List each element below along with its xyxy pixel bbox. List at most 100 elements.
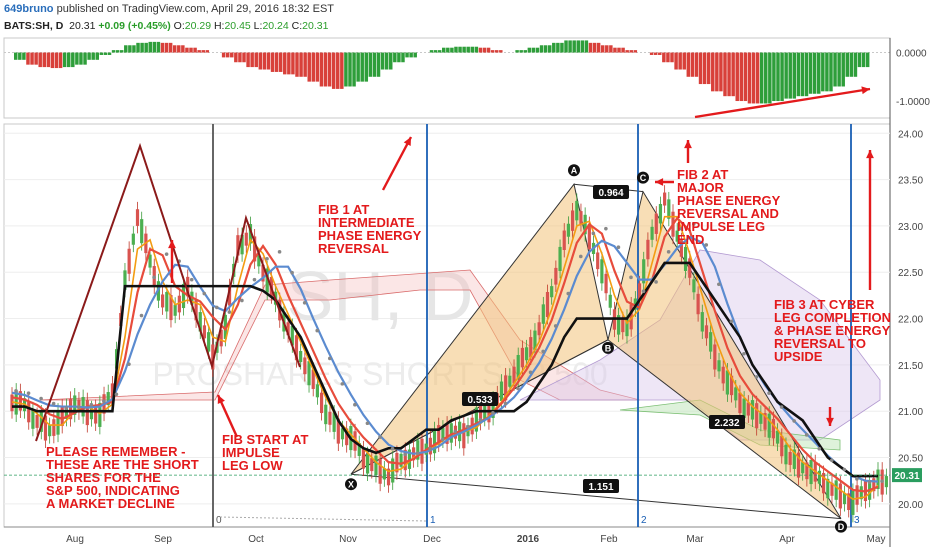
- candle-body: [110, 383, 115, 404]
- oscillator-bar: [515, 50, 519, 53]
- dot-marker: [604, 226, 608, 231]
- y-tick-label: 23.00: [898, 222, 923, 233]
- candle-body: [725, 370, 729, 395]
- candle-body: [759, 412, 763, 424]
- symbol-name[interactable]: BATS:SH, D: [4, 20, 64, 32]
- candle-body: [211, 344, 215, 370]
- oscillator-bar: [458, 46, 462, 53]
- oscillator-bar: [340, 52, 344, 89]
- oscillator-bar: [409, 52, 413, 58]
- candle-body: [219, 329, 223, 347]
- candle-body: [512, 366, 516, 384]
- oscillator-bar: [706, 52, 711, 85]
- candle-body: [822, 472, 826, 494]
- osc-tick-label: 0.0000: [896, 49, 927, 60]
- candle-body: [650, 226, 654, 240]
- last-price-label: 20.31: [894, 471, 919, 482]
- dot-marker: [89, 402, 94, 407]
- candle-body: [851, 490, 855, 515]
- oscillator-bar: [662, 52, 666, 63]
- candle-body: [236, 235, 240, 256]
- ratio-label: 0.533: [467, 395, 492, 406]
- oscillator-bar: [833, 52, 837, 87]
- oscillator-bar: [254, 52, 258, 68]
- oscillator-bar: [715, 52, 719, 92]
- oscillator-bar: [564, 40, 568, 53]
- annotation-line: IMPULSE: [222, 445, 280, 460]
- candle-body: [340, 428, 345, 440]
- dot-marker: [252, 277, 257, 282]
- y-tick-label: 22.00: [898, 315, 923, 326]
- candle-body: [307, 361, 311, 386]
- annotation-line: PHASE ENERGY: [318, 228, 422, 243]
- oscillator-bar: [694, 52, 699, 77]
- dot-marker: [227, 310, 232, 314]
- candle-body: [361, 448, 366, 469]
- oscillator-bar: [230, 52, 234, 58]
- candle-body: [738, 392, 742, 414]
- candle-body: [847, 493, 851, 511]
- candle-body: [94, 406, 98, 424]
- candle-body: [248, 224, 253, 244]
- candle-body: [89, 408, 94, 420]
- dot-marker: [591, 231, 596, 236]
- candle-body: [299, 350, 303, 363]
- oscillator-bar: [344, 52, 348, 87]
- author-link[interactable]: 649bruno: [4, 3, 54, 15]
- candle-body: [688, 258, 692, 278]
- oscillator-bar: [576, 40, 580, 53]
- oscillator-bar: [727, 52, 731, 97]
- oscillator-bar: [91, 52, 95, 60]
- candle-body: [775, 430, 780, 444]
- candle-body: [558, 246, 562, 271]
- oscillator-bar: [307, 52, 311, 82]
- oscillator-bar: [613, 47, 617, 53]
- oscillator-bar: [79, 52, 83, 65]
- oscillator-bar: [772, 52, 776, 102]
- price-pane: [3, 123, 891, 528]
- candle-body: [48, 425, 52, 437]
- candle-body: [587, 224, 591, 250]
- dot-marker: [666, 250, 671, 254]
- oscillator-bar: [319, 52, 324, 87]
- candle-body: [68, 398, 73, 420]
- oscillator-bar: [674, 52, 678, 70]
- candle-body: [729, 375, 734, 396]
- candle-body: [416, 440, 420, 460]
- candle-body: [441, 427, 445, 441]
- dot-marker: [378, 435, 382, 439]
- ratio-label: 2.232: [714, 418, 739, 429]
- dot-marker: [403, 452, 407, 457]
- annotation-line: FIB 2 AT: [677, 167, 728, 182]
- candle-body: [533, 330, 537, 351]
- ratio-badge: [709, 415, 745, 429]
- oscillator-bar: [592, 42, 597, 53]
- x-tick-label: Feb: [600, 534, 618, 545]
- dot-marker: [717, 282, 721, 287]
- y-tick-label: 22.50: [898, 268, 923, 279]
- oscillator-bar: [372, 52, 377, 77]
- oscillator-bar: [71, 52, 75, 68]
- oscillator-bar: [238, 52, 242, 63]
- candle-body: [43, 415, 48, 441]
- candle-body: [177, 295, 181, 313]
- vertical-marker-label: 1: [430, 515, 436, 526]
- candle-body: [403, 449, 407, 471]
- ratio-badge: [593, 185, 629, 199]
- candle-body: [194, 300, 198, 321]
- candle-body: [499, 381, 504, 402]
- annotation-line: LEG COMPLETION: [774, 310, 891, 325]
- oscillator-bar: [221, 52, 226, 58]
- pattern-point-a-label: A: [571, 166, 578, 176]
- dot-marker: [855, 477, 859, 481]
- oscillator-bar: [189, 47, 193, 53]
- candle-body: [742, 398, 746, 418]
- candle-body: [18, 391, 22, 411]
- candle-body: [257, 255, 261, 267]
- candle-body: [357, 443, 361, 456]
- oscillator-bar: [401, 52, 405, 63]
- candle-body: [717, 360, 721, 372]
- dot-marker: [754, 375, 759, 379]
